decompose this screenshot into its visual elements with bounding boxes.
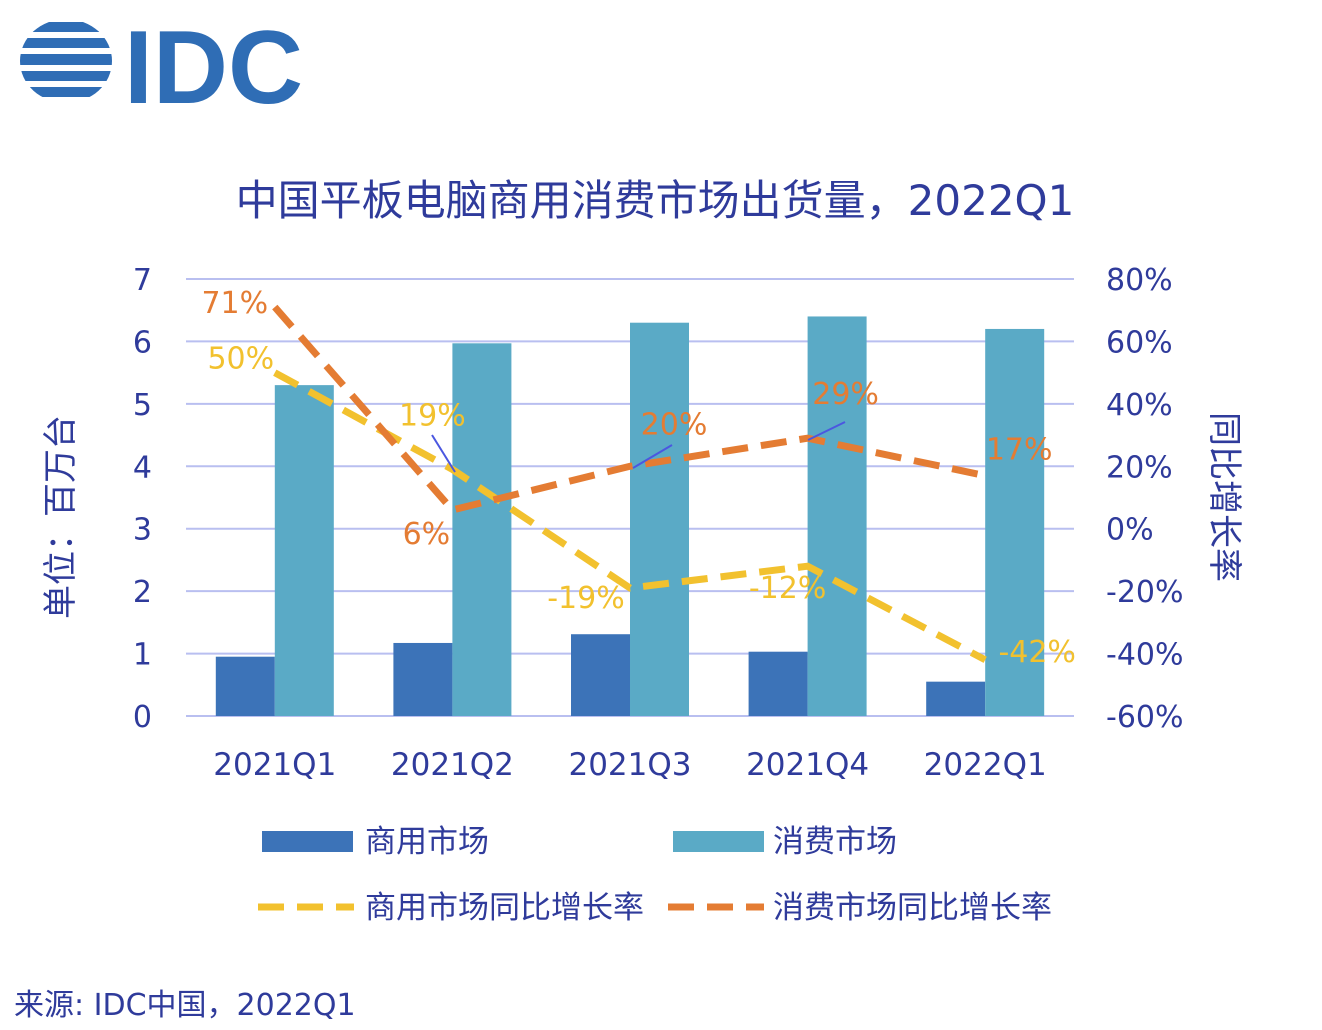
legend-swatch-commercial [262, 831, 353, 852]
axes: 0 1 2 3 4 5 6 7 -60% -40% -20% 0% 20% 40% 60% 80% 2021Q1… [133, 263, 1184, 783]
commercial-bar [926, 681, 986, 716]
consumer-growth-label: 20% [641, 407, 708, 442]
legend-label: 商用市场同比增长率 [365, 890, 644, 926]
legend-label: 消费市场同比增长率 [773, 890, 1052, 926]
y-axis-title: 单位：百万台 [41, 415, 81, 619]
y-tick-label: 3 [133, 513, 152, 548]
logo-text: IDC [124, 14, 303, 114]
chart-title: 中国平板电脑商用消费市场出货量，2022Q1 [236, 176, 1075, 225]
commercial-bar [748, 651, 808, 716]
consumer-bar [274, 385, 334, 716]
consumer-growth-label: 29% [812, 377, 879, 412]
commercial-bar [393, 642, 453, 716]
y2-tick-label: -60% [1106, 700, 1184, 735]
legend-label: 商用市场 [365, 824, 489, 860]
consumer-bar [452, 343, 512, 716]
x-tick-label: 2021Q1 [213, 747, 336, 783]
x-tick-label: 2022Q1 [924, 747, 1047, 783]
x-tick-label: 2021Q2 [391, 747, 514, 783]
y-tick-label: 5 [133, 388, 152, 423]
x-tick-label: 2021Q4 [746, 747, 869, 783]
leader-line [807, 421, 846, 441]
source-note: 来源: IDC中国，2022Q1 [14, 988, 356, 1023]
consumer-bar [630, 322, 689, 716]
y-tick-label: 0 [133, 700, 152, 735]
data-labels: 50% 19% -19% -12% -42% 71% 6% 20% 29% 17% [201, 286, 1076, 670]
y-tick-label: 6 [133, 325, 152, 360]
x-tick-label: 2021Q3 [568, 747, 691, 783]
commercial-growth-label: 50% [207, 342, 274, 377]
globe-icon [20, 22, 112, 97]
leader-line [431, 434, 456, 473]
legend-label: 消费市场 [773, 824, 897, 860]
y2-tick-label: -40% [1106, 638, 1184, 673]
consumer-growth-label: 17% [986, 433, 1053, 468]
commercial-growth-label: -19% [547, 581, 625, 616]
y2-axis-title: 同比增长率 [1204, 412, 1244, 582]
legend-swatch-consumer [673, 831, 764, 852]
commercial-bar [215, 656, 275, 716]
commercial-bar [571, 634, 630, 716]
idc-logo: IDC [20, 14, 303, 114]
y-tick-label: 7 [133, 263, 152, 298]
commercial-growth-label: 19% [399, 398, 466, 433]
y-tick-label: 4 [133, 450, 152, 485]
consumer-growth-label: 71% [201, 286, 268, 321]
lines [272, 304, 987, 663]
y2-tick-label: 60% [1106, 325, 1173, 360]
leader-lines [431, 421, 846, 473]
commercial-growth-label: -12% [749, 571, 827, 606]
leader-line [632, 444, 673, 469]
y2-tick-label: 0% [1106, 513, 1154, 548]
y-tick-label: 1 [133, 638, 152, 673]
consumer-growth-label: 6% [403, 517, 451, 552]
bars [215, 316, 1045, 716]
y2-tick-label: 80% [1106, 263, 1173, 298]
y-tick-label: 2 [133, 575, 152, 610]
y2-tick-label: 20% [1106, 450, 1173, 485]
consumer-bar [985, 328, 1045, 716]
y2-tick-label: 40% [1106, 388, 1173, 423]
commercial-growth-label: -42% [998, 635, 1076, 670]
y2-tick-label: -20% [1106, 575, 1184, 610]
consumer-bar [807, 316, 867, 716]
